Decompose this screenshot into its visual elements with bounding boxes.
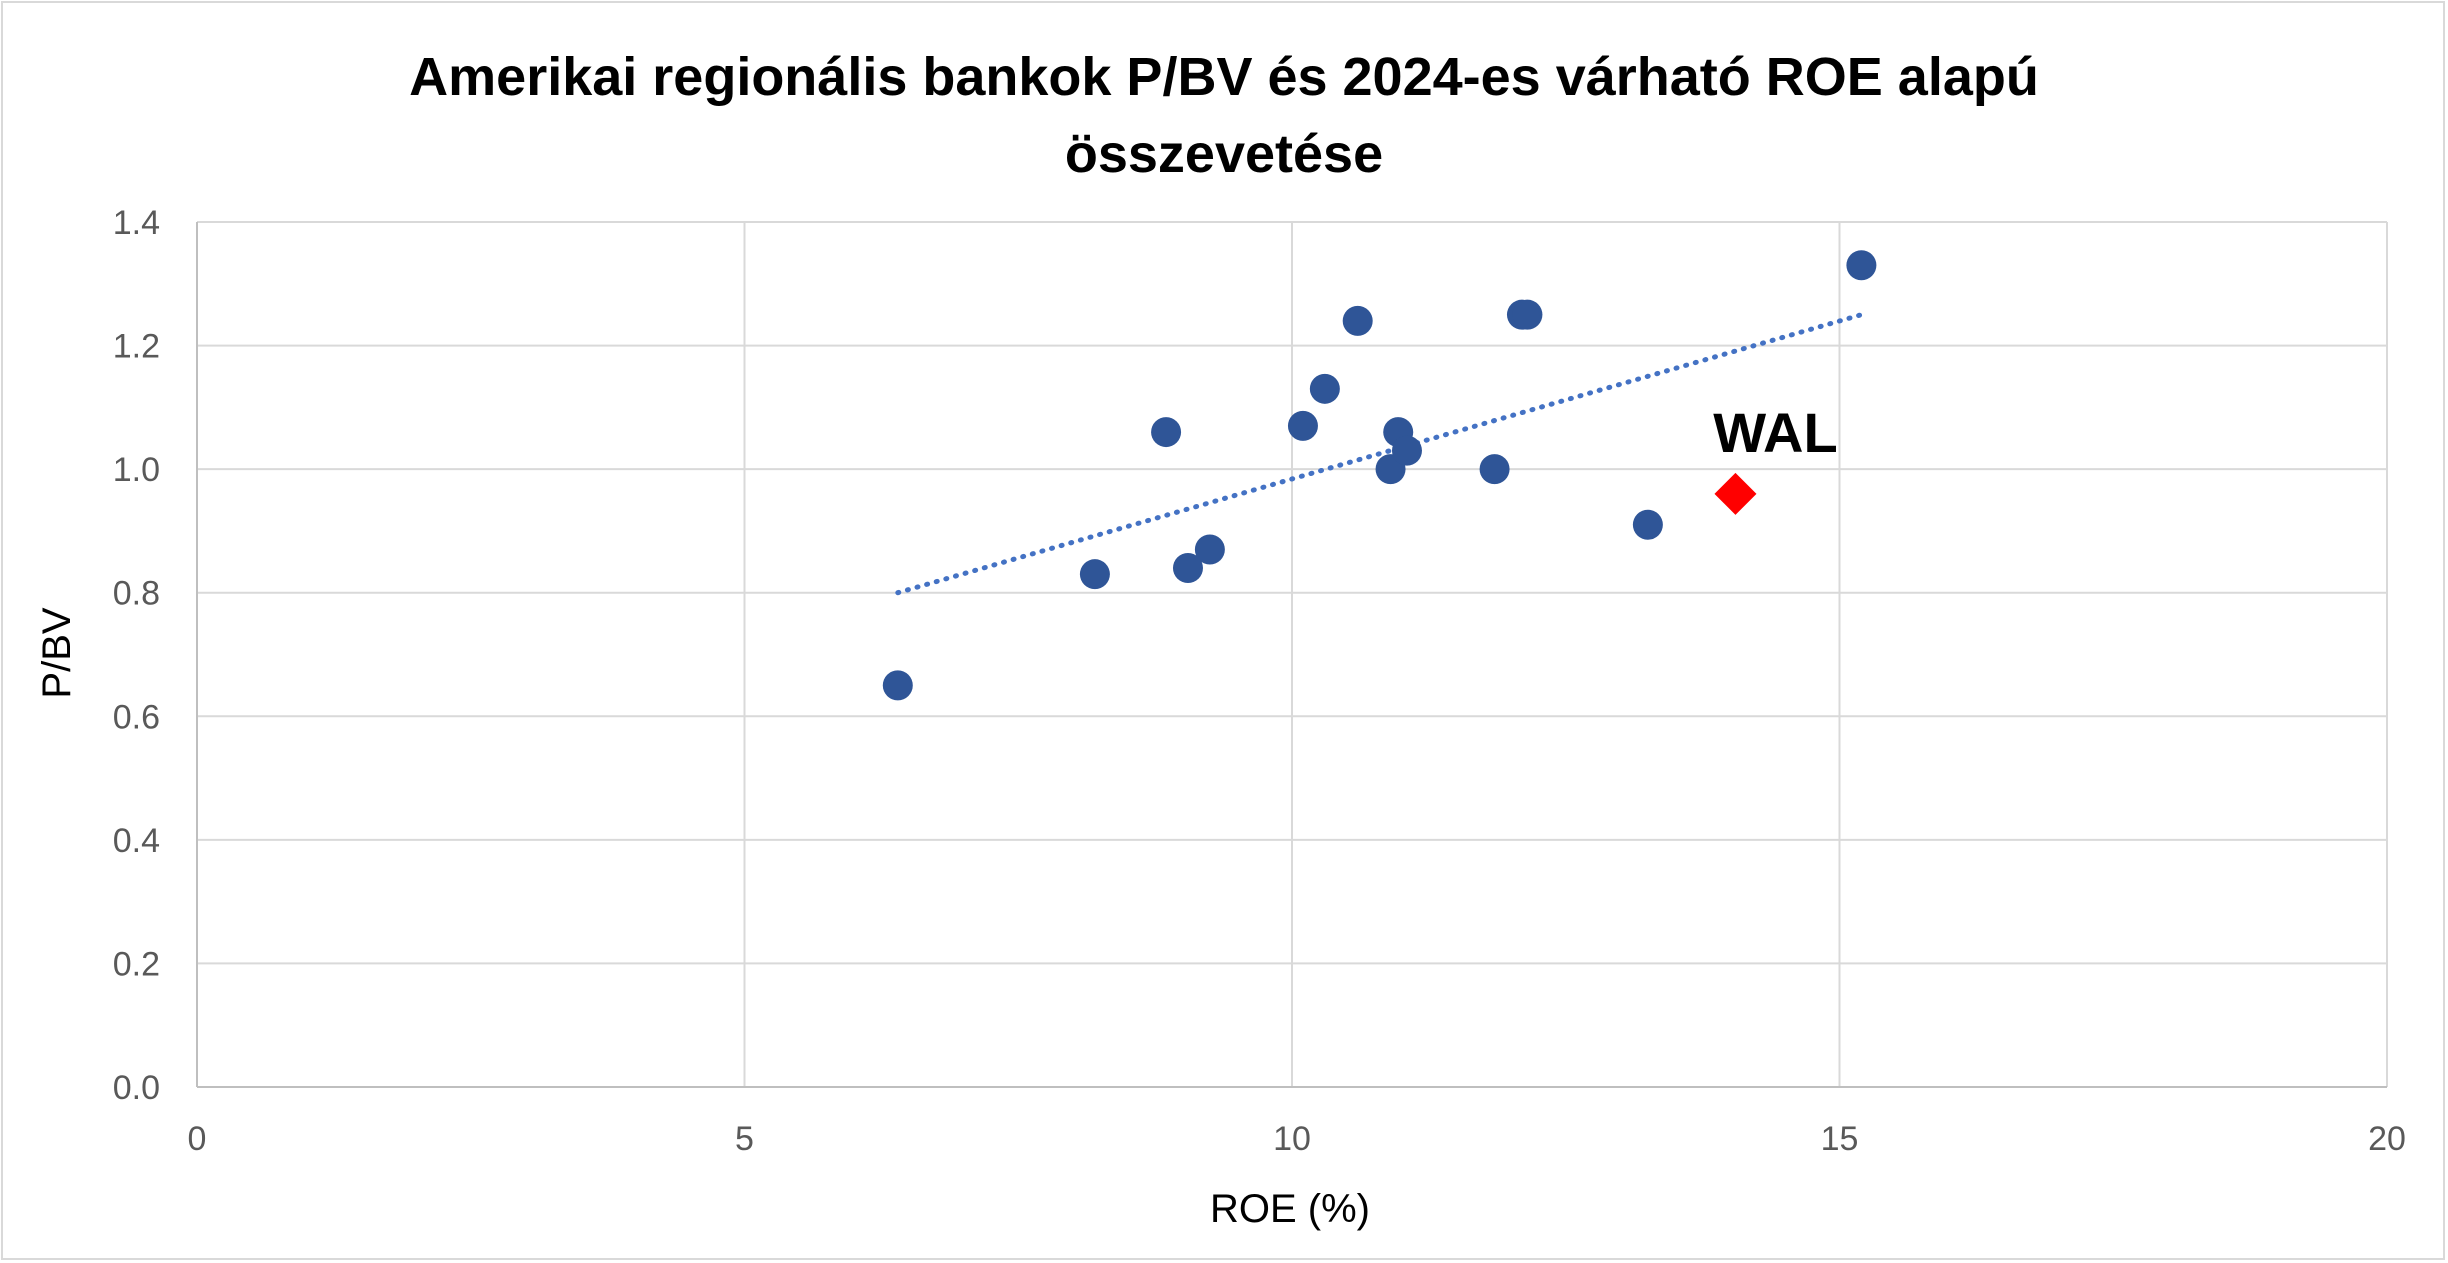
data-point (882, 670, 913, 701)
annotations: WAL (1713, 401, 1837, 464)
y-tick-label: 1.2 (113, 328, 160, 366)
x-tick-label: 15 (1821, 1120, 1859, 1158)
chart-title-line-2: összevetése (1065, 124, 1383, 184)
y-tick-label: 1.0 (113, 451, 160, 489)
axes (196, 222, 2387, 1088)
y-tick-label: 0.8 (113, 575, 160, 613)
data-point (1079, 559, 1110, 590)
y-tick-label: 0.4 (113, 822, 160, 860)
data-point (1151, 417, 1182, 448)
highlight-point-diamond (1714, 472, 1757, 515)
tick-labels: 0 5 10 15 20 0.0 0.2 0.4 0.6 0.8 1.0 1.2 1.4 (113, 204, 2406, 1158)
data-point (1391, 435, 1422, 466)
y-axis-title: P/BV (35, 607, 79, 698)
data-point (1194, 534, 1225, 565)
trendline (895, 312, 1864, 596)
x-tick-label: 20 (2368, 1120, 2406, 1158)
data-point (1512, 299, 1543, 330)
data-point (1172, 553, 1203, 583)
annotation-label: WAL (1713, 401, 1837, 464)
y-tick-label: 0.6 (113, 698, 160, 736)
data-point (1479, 454, 1510, 485)
x-tick-label: 10 (1273, 1120, 1311, 1158)
data-point (1632, 509, 1663, 540)
x-axis-title: ROE (%) (1210, 1187, 1370, 1231)
chart-title: Amerikai regionális bankok P/BV és 2024-… (409, 47, 2039, 184)
y-tick-label: 0.0 (113, 1069, 160, 1107)
data-points (882, 250, 1877, 701)
data-point (1846, 250, 1877, 281)
y-tick-label: 1.4 (113, 204, 160, 242)
chart-title-line-1: Amerikai regionális bankok P/BV és 2024-… (409, 47, 2039, 107)
data-point (1309, 373, 1340, 404)
y-tick-label: 0.2 (113, 945, 160, 983)
gridlines (197, 221, 2388, 1087)
x-tick-label: 5 (735, 1120, 754, 1158)
trendline-group (895, 312, 1864, 596)
x-tick-label: 0 (188, 1120, 207, 1158)
data-point (1287, 410, 1318, 441)
data-point (1342, 305, 1373, 336)
